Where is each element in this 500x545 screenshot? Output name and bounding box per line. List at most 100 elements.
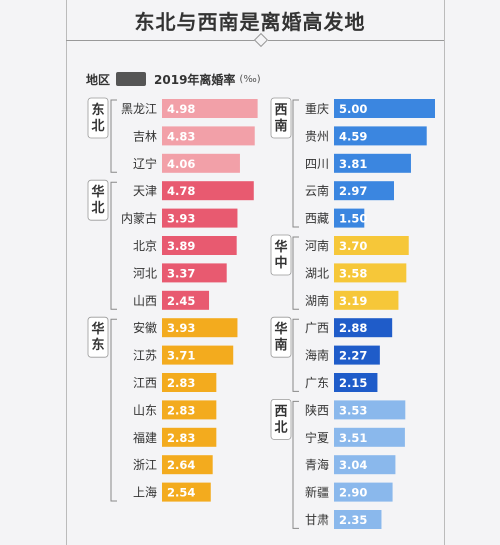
data-label: 1.50 [339, 212, 367, 226]
data-label: 3.89 [167, 239, 195, 253]
province-label: 北京 [133, 239, 157, 253]
province-label: 海南 [305, 348, 329, 363]
region-label: 西 [274, 404, 287, 419]
bar [334, 400, 406, 420]
province-label: 上海 [133, 485, 157, 500]
chart-title: 东北与西南是离婚高发地 [134, 10, 366, 34]
legend-region-label: 地区 [86, 72, 111, 87]
data-label: 3.04 [339, 458, 367, 472]
province-label: 浙江 [133, 458, 157, 472]
data-label: 3.19 [339, 294, 367, 308]
province-label: 贵州 [305, 129, 329, 143]
frame-right-line [444, 0, 445, 545]
region-label: 华 [91, 321, 104, 337]
province-label: 福建 [133, 430, 157, 445]
bar [334, 482, 393, 502]
province-label: 重庆 [305, 102, 329, 116]
province-label: 宁夏 [305, 430, 329, 445]
bar [162, 181, 254, 201]
bar [334, 290, 399, 310]
data-label: 3.93 [167, 212, 195, 226]
data-label: 3.58 [339, 266, 367, 280]
data-label: 3.70 [339, 239, 367, 253]
group-bracket [292, 99, 299, 228]
region-label: 华 [274, 321, 287, 337]
frame-left-line [66, 0, 67, 545]
province-label: 内蒙古 [121, 211, 157, 226]
province-label: 安徽 [133, 320, 157, 335]
province-label: 山西 [133, 294, 157, 308]
province-label: 天津 [133, 184, 157, 198]
bar [162, 290, 210, 310]
province-label: 湖南 [305, 293, 329, 308]
data-label: 4.59 [339, 129, 367, 143]
region-label: 北 [274, 420, 287, 435]
bar [162, 427, 217, 447]
region-label: 南 [274, 118, 287, 134]
province-label: 辽宁 [133, 156, 157, 171]
province-label: 广东 [305, 376, 329, 390]
data-label: 4.78 [167, 184, 195, 198]
region-label: 西 [274, 103, 287, 118]
bar [334, 373, 378, 392]
region-label: 北 [91, 201, 104, 216]
data-label: 2.54 [167, 486, 195, 500]
group-bracket [292, 318, 299, 392]
data-label: 2.45 [167, 294, 195, 308]
bar [334, 455, 396, 475]
province-label: 西藏 [305, 212, 329, 226]
region-label: 中 [274, 255, 287, 271]
group-bracket [110, 318, 117, 502]
region-badge [87, 316, 109, 358]
region-badge [270, 316, 292, 358]
bar [162, 455, 213, 475]
data-label: 4.06 [167, 157, 195, 171]
data-label: 2.27 [339, 349, 367, 363]
bar [162, 236, 237, 255]
data-label: 2.35 [339, 513, 367, 527]
province-label: 黑龙江 [121, 102, 157, 116]
province-label: 青海 [305, 457, 329, 472]
province-label: 新疆 [305, 485, 329, 500]
group-bracket [292, 400, 299, 529]
data-label: 2.64 [167, 458, 195, 472]
province-label: 陕西 [305, 402, 329, 417]
bar [162, 345, 234, 365]
bar [162, 126, 255, 146]
province-label: 河北 [133, 266, 157, 280]
region-badge [270, 398, 292, 440]
data-label: 3.81 [339, 157, 367, 171]
data-label: 2.83 [167, 376, 195, 390]
bar [334, 181, 394, 201]
province-label: 江西 [133, 376, 157, 390]
bar [162, 208, 238, 228]
data-label: 3.71 [167, 349, 195, 363]
bar [334, 99, 435, 118]
legend-unit: (‰) [239, 73, 261, 85]
data-label: 4.98 [167, 102, 195, 116]
province-label: 湖北 [305, 265, 329, 280]
region-label: 华 [91, 184, 104, 200]
legend-swatch [116, 72, 147, 86]
region-label: 华 [274, 239, 287, 255]
region-badge [270, 234, 292, 276]
data-label: 2.97 [339, 184, 367, 198]
region-badge [87, 97, 109, 139]
group-bracket [110, 181, 117, 310]
province-label: 甘肃 [305, 513, 329, 527]
group-bracket [292, 236, 299, 310]
group-bracket [110, 99, 117, 173]
bar [334, 345, 380, 365]
data-label: 5.00 [339, 102, 367, 116]
region-badge [270, 97, 292, 139]
bar [162, 400, 217, 420]
legend: 地区 2019年离婚率 (‰) [86, 70, 261, 88]
bar [162, 263, 227, 283]
title-divider-left [66, 40, 256, 41]
data-label: 4.83 [167, 129, 195, 143]
bar [334, 153, 411, 173]
bar [334, 263, 407, 283]
data-label: 2.83 [167, 403, 195, 417]
data-label: 2.83 [167, 431, 195, 445]
